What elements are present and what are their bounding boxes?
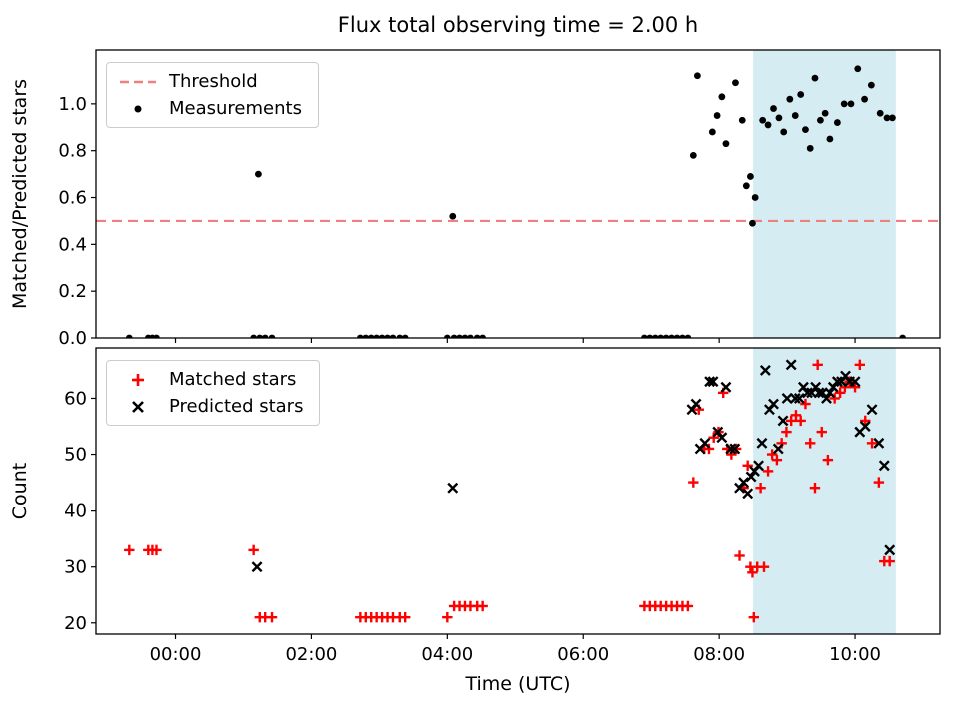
y-tick-label: 0.6 — [58, 188, 87, 209]
dot-marker-icon — [134, 105, 142, 112]
axes-frame — [95, 347, 941, 635]
plot-generated-layer: 0.0 0.2 0.4 0.6 0.8 1.0 00:00 02:00 04:00 06:00 08… — [58, 49, 941, 665]
y-tick-label: 0.8 — [58, 141, 87, 162]
x-marker-icon — [132, 400, 144, 413]
top-y-axis-label: Matched/Predicted stars — [9, 79, 31, 309]
bottom-legend: Matched stars Predicted stars — [106, 360, 321, 426]
x-tick-label: 06:00 — [557, 644, 609, 665]
x-axis-label: Time (UTC) — [464, 673, 570, 695]
threshold-dashed-line-icon — [120, 80, 156, 83]
y-tick-label: 0.0 — [58, 328, 87, 349]
x-tick-label: 04:00 — [421, 644, 473, 665]
y-tick-label: 20 — [64, 613, 87, 634]
y-tick-label: 60 — [64, 388, 87, 409]
y-tick-label: 0.2 — [58, 281, 87, 302]
y-tick-label: 1.0 — [58, 94, 87, 115]
y-tick-label: 40 — [64, 501, 87, 522]
legend-label-predicted-stars: Predicted stars — [169, 396, 304, 417]
axes-frame — [95, 49, 941, 339]
legend-label-threshold: Threshold — [169, 71, 258, 92]
series-x — [251, 359, 896, 573]
plus-marker-icon — [132, 373, 144, 386]
shaded-region — [753, 50, 896, 338]
y-tick-label: 0.4 — [58, 234, 87, 255]
x-tick-label: 02:00 — [285, 644, 337, 665]
legend-label-measurements: Measurements — [169, 98, 302, 119]
series-dot — [125, 65, 907, 338]
y-tick-label: 50 — [64, 445, 87, 466]
bottom-y-axis-label: Count — [9, 463, 31, 519]
y-tick-label: 30 — [64, 557, 87, 578]
x-tick-label: 10:00 — [829, 644, 881, 665]
legend-entry-predicted-stars: Predicted stars — [117, 396, 303, 417]
legend-label-matched-stars: Matched stars — [169, 369, 297, 390]
chart-title: Flux total observing time = 2.00 h — [338, 13, 698, 37]
x-tick-label: 00:00 — [150, 644, 202, 665]
top-legend: Threshold Measurements — [106, 62, 319, 128]
x-tick-label: 08:00 — [693, 644, 745, 665]
legend-entry-matched-stars: Matched stars — [117, 369, 303, 390]
legend-entry-threshold: Threshold — [117, 71, 302, 92]
legend-entry-measurements: Measurements — [117, 98, 302, 119]
